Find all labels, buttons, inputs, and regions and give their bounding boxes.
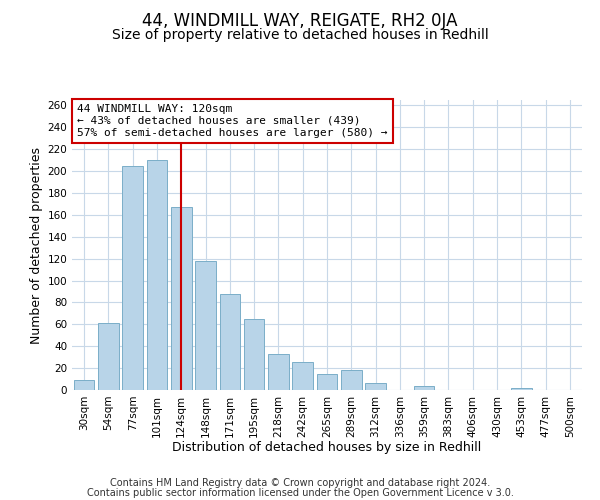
- Text: Size of property relative to detached houses in Redhill: Size of property relative to detached ho…: [112, 28, 488, 42]
- Bar: [317, 374, 337, 390]
- Bar: [171, 207, 191, 390]
- Text: Contains public sector information licensed under the Open Government Licence v : Contains public sector information licen…: [86, 488, 514, 498]
- Bar: [98, 323, 119, 390]
- Bar: [268, 354, 289, 390]
- Bar: [146, 160, 167, 390]
- Bar: [220, 294, 240, 390]
- Bar: [195, 261, 216, 390]
- X-axis label: Distribution of detached houses by size in Redhill: Distribution of detached houses by size …: [172, 441, 482, 454]
- Bar: [511, 388, 532, 390]
- Bar: [122, 166, 143, 390]
- Bar: [244, 319, 265, 390]
- Text: 44 WINDMILL WAY: 120sqm
← 43% of detached houses are smaller (439)
57% of semi-d: 44 WINDMILL WAY: 120sqm ← 43% of detache…: [77, 104, 388, 138]
- Bar: [414, 386, 434, 390]
- Bar: [341, 370, 362, 390]
- Y-axis label: Number of detached properties: Number of detached properties: [30, 146, 43, 344]
- Bar: [74, 380, 94, 390]
- Text: 44, WINDMILL WAY, REIGATE, RH2 0JA: 44, WINDMILL WAY, REIGATE, RH2 0JA: [142, 12, 458, 30]
- Bar: [365, 384, 386, 390]
- Text: Contains HM Land Registry data © Crown copyright and database right 2024.: Contains HM Land Registry data © Crown c…: [110, 478, 490, 488]
- Bar: [292, 362, 313, 390]
